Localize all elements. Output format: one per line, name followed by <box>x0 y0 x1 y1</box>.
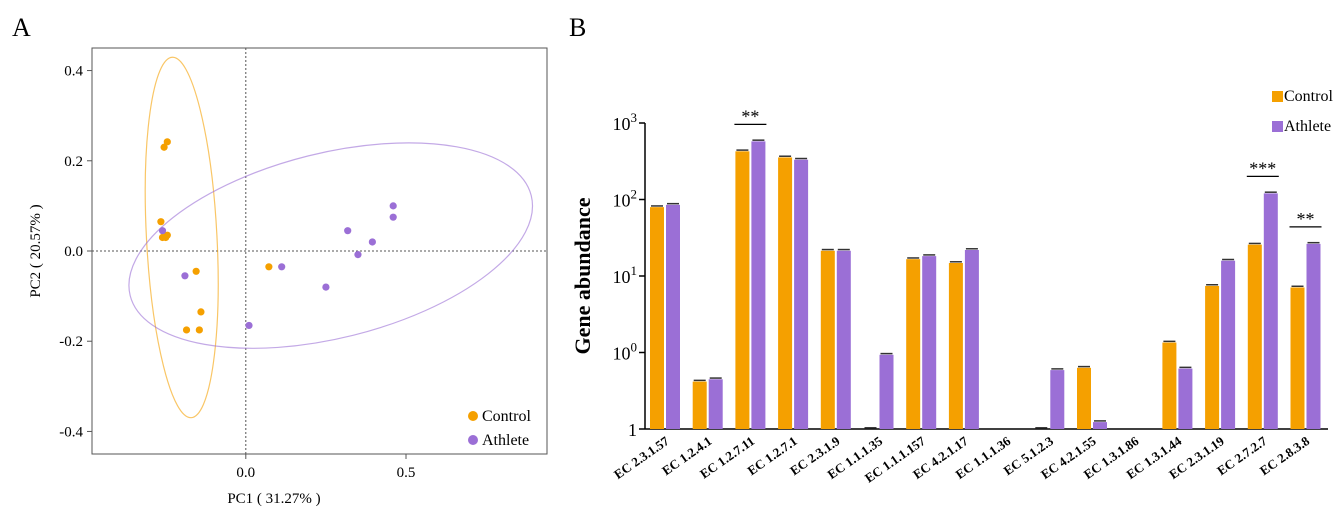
pca-x-axis-label: PC1 ( 31.27% ) <box>227 491 320 507</box>
athlete-bar <box>879 354 894 429</box>
athlete-bar <box>1263 193 1278 429</box>
control-bar <box>906 259 921 429</box>
athlete-legend-swatch <box>1272 121 1283 132</box>
y-tick-label: 1 <box>628 420 637 440</box>
y-tick-label: 0.0 <box>64 244 83 260</box>
athlete-point <box>245 321 253 330</box>
control-point <box>160 143 168 151</box>
bar-y-axis-label: Gene abundance <box>570 197 595 354</box>
control-bar <box>692 381 707 429</box>
athlete-point <box>181 272 189 280</box>
control-point <box>265 263 273 271</box>
significance-label: ** <box>741 106 759 126</box>
control-bar <box>948 262 963 429</box>
athlete-bar <box>708 379 723 429</box>
y-tick-label: -0.2 <box>59 334 83 350</box>
athlete-bar <box>836 250 851 429</box>
x-category-label: EC 2.3.1.57 <box>611 433 672 482</box>
control-point <box>197 308 205 316</box>
control-point <box>157 218 165 226</box>
control-bar <box>1205 285 1220 429</box>
pca-legend: Control Athlete <box>468 408 531 449</box>
control-bar <box>1077 367 1091 429</box>
athlete-legend-marker <box>468 435 478 445</box>
athlete-point <box>354 251 362 259</box>
y-tick-label: 101 <box>613 263 638 287</box>
control-legend-marker <box>468 411 478 421</box>
significance-label: ** <box>1297 209 1315 229</box>
control-point <box>163 231 171 239</box>
athlete-bar <box>922 256 937 429</box>
control-bar <box>650 207 664 429</box>
athlete-point <box>344 227 352 235</box>
control-bar <box>778 157 793 430</box>
control-bar <box>1290 287 1305 429</box>
athlete-point <box>278 263 286 271</box>
control-point <box>195 326 203 334</box>
panel-label-a: A <box>12 13 31 42</box>
athlete-legend-label: Athlete <box>1284 118 1331 135</box>
athlete-confidence-ellipse <box>128 142 534 349</box>
y-tick-label: 103 <box>613 110 638 134</box>
control-point <box>192 267 200 275</box>
control-point <box>182 326 191 334</box>
athlete-point <box>322 283 330 291</box>
pca-plot-content: 0.0 0.5 -0.4 -0.2 0.0 0.2 0.4 <box>59 48 547 481</box>
athlete-bar <box>1306 243 1321 429</box>
significance-label: *** <box>1249 158 1276 178</box>
control-legend-swatch <box>1272 91 1283 102</box>
athlete-bar <box>1221 260 1236 429</box>
y-tick-label: 0.4 <box>64 64 83 80</box>
athlete-bar <box>1050 370 1065 429</box>
athlete-bar <box>666 204 680 429</box>
athlete-point <box>368 238 376 246</box>
y-tick-label: 0.2 <box>64 154 83 170</box>
athlete-bar <box>794 159 809 429</box>
y-tick-label: -0.4 <box>59 424 83 440</box>
bar-legend: Control Athlete <box>1272 88 1333 135</box>
athlete-bar <box>1178 368 1193 429</box>
control-bar <box>1247 244 1262 429</box>
control-legend-label: Control <box>482 408 531 425</box>
athlete-bar <box>1093 422 1107 429</box>
panel-label-b: B <box>569 13 586 42</box>
pca-scatter-plot: 0.0 0.5 -0.4 -0.2 0.0 0.2 0.4 PC1 ( 31.27% ) P… <box>28 47 548 507</box>
athlete-legend-label: Athlete <box>482 432 529 449</box>
athlete-bar <box>964 249 979 429</box>
control-confidence-ellipse <box>144 56 219 419</box>
y-tick-label: 100 <box>613 340 638 364</box>
x-tick-label: 0.5 <box>397 465 416 481</box>
athlete-point <box>389 213 397 221</box>
control-point <box>163 138 171 146</box>
athlete-bar <box>751 141 766 430</box>
x-tick-label: 0.0 <box>236 465 255 481</box>
athlete-point <box>158 227 167 235</box>
athlete-point <box>389 202 397 210</box>
control-bar <box>735 151 750 429</box>
control-legend-label: Control <box>1284 88 1333 105</box>
control-bar <box>820 250 835 429</box>
control-bar <box>1162 342 1177 429</box>
y-tick-label: 102 <box>613 187 638 211</box>
pca-y-axis-label: PC2 ( 20.57% ) <box>28 204 44 297</box>
